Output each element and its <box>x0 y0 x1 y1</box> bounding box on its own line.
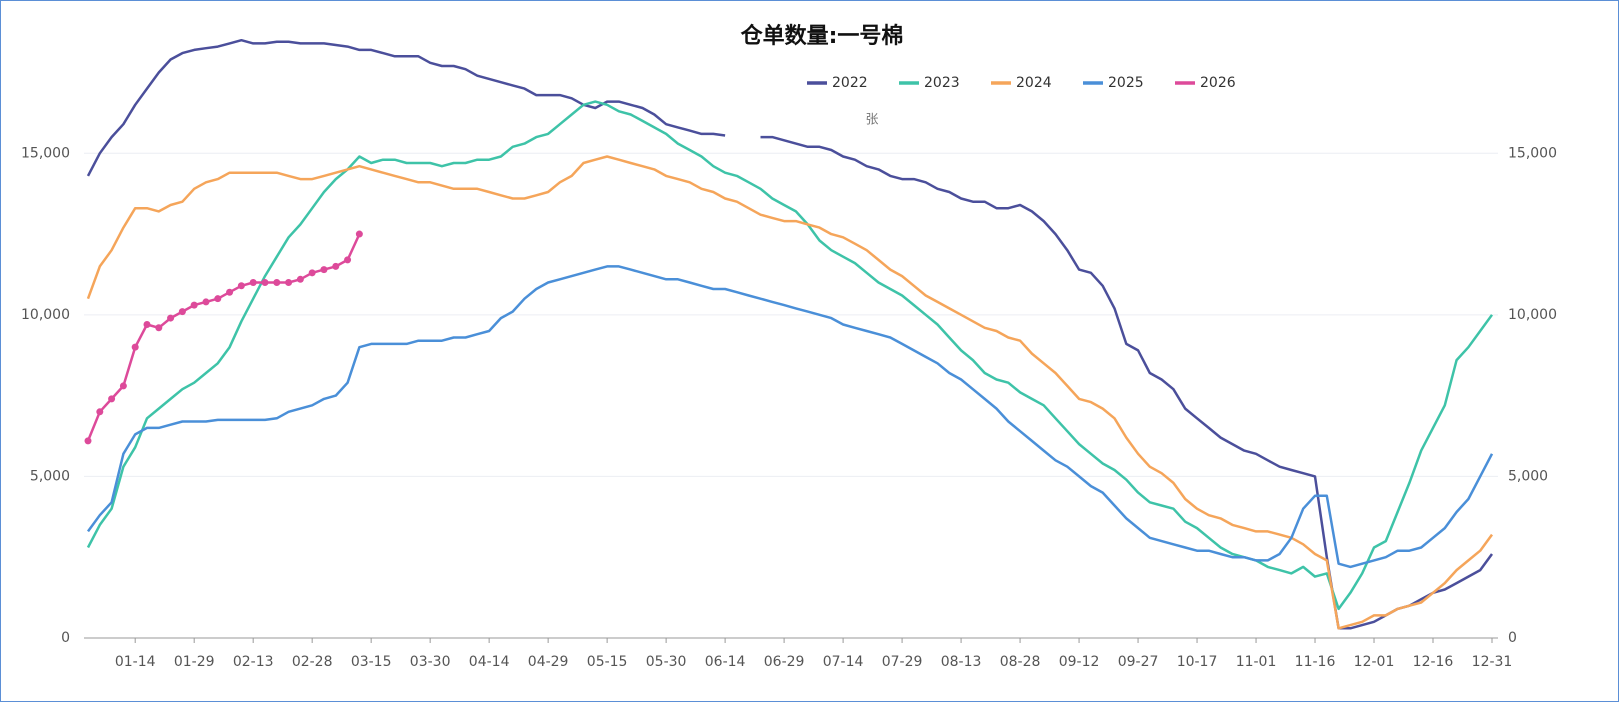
x-tick-label: 09-27 <box>1118 654 1159 670</box>
x-tick-label: 12-31 <box>1472 654 1513 670</box>
x-tick-label: 07-29 <box>882 654 923 670</box>
x-tick-label: 02-28 <box>292 654 333 670</box>
x-tick-label: 03-30 <box>410 654 451 670</box>
x-tick-label: 11-01 <box>1236 654 1277 670</box>
legend-label: 2023 <box>924 75 960 91</box>
series-marker <box>119 382 127 390</box>
x-tick-label: 10-17 <box>1177 654 1218 670</box>
series-marker <box>108 395 116 403</box>
legend-label: 2025 <box>1108 75 1144 91</box>
x-tick-label: 03-15 <box>351 654 392 670</box>
series-marker <box>143 321 151 329</box>
x-tick-label: 06-14 <box>705 654 746 670</box>
legend-label: 2024 <box>1016 75 1052 91</box>
x-tick-label: 09-12 <box>1059 654 1100 670</box>
series-marker <box>84 437 92 445</box>
series-marker <box>285 279 293 287</box>
x-tick-label: 06-29 <box>764 654 805 670</box>
x-tick-label: 12-16 <box>1413 654 1454 670</box>
series-marker <box>167 314 175 322</box>
series-marker <box>308 269 316 277</box>
x-tick-label: 08-13 <box>941 654 982 670</box>
series-marker <box>261 279 269 287</box>
chart-title: 仓单数量:一号棉 <box>740 23 904 49</box>
series-line <box>86 265 1494 569</box>
legend-label: 2026 <box>1200 75 1236 91</box>
y-tick-label: 0 <box>61 630 70 646</box>
y2-tick-label: 5,000 <box>1508 468 1548 484</box>
x-tick-label: 11-16 <box>1295 654 1336 670</box>
series-marker <box>226 288 234 296</box>
y2-tick-label: 15,000 <box>1508 145 1557 161</box>
series-marker <box>131 343 139 351</box>
series-marker <box>155 324 163 332</box>
y-tick-label: 10,000 <box>21 307 70 323</box>
series-line <box>86 155 1494 630</box>
x-tick-label: 08-28 <box>1000 654 1041 670</box>
x-tick-label: 01-29 <box>174 654 215 670</box>
series-marker <box>237 282 245 290</box>
legend-label: 2022 <box>832 75 868 91</box>
series-marker <box>96 408 104 416</box>
y2-tick-label: 10,000 <box>1508 307 1557 323</box>
series-marker <box>332 262 340 270</box>
series-marker <box>273 279 281 287</box>
series-marker <box>202 298 210 306</box>
x-tick-label: 07-14 <box>823 654 864 670</box>
x-tick-label: 04-14 <box>469 654 510 670</box>
series-line <box>86 38 1494 630</box>
x-tick-label: 02-13 <box>233 654 274 670</box>
y-tick-label: 15,000 <box>21 145 70 161</box>
series-marker <box>249 279 257 287</box>
series-marker <box>355 230 363 238</box>
y2-tick-label: 0 <box>1508 630 1517 646</box>
axis-unit: 张 <box>865 113 878 128</box>
series-marker <box>178 308 186 316</box>
x-tick-label: 05-30 <box>646 654 687 670</box>
x-tick-label: 05-15 <box>587 654 628 670</box>
series-marker <box>296 275 304 283</box>
series-marker <box>320 266 328 274</box>
x-tick-label: 01-14 <box>115 654 156 670</box>
series-marker <box>214 295 222 303</box>
x-tick-label: 12-01 <box>1354 654 1395 670</box>
y-tick-label: 5,000 <box>30 468 70 484</box>
series-marker <box>344 256 352 264</box>
series-marker <box>190 301 198 309</box>
x-tick-label: 04-29 <box>528 654 569 670</box>
